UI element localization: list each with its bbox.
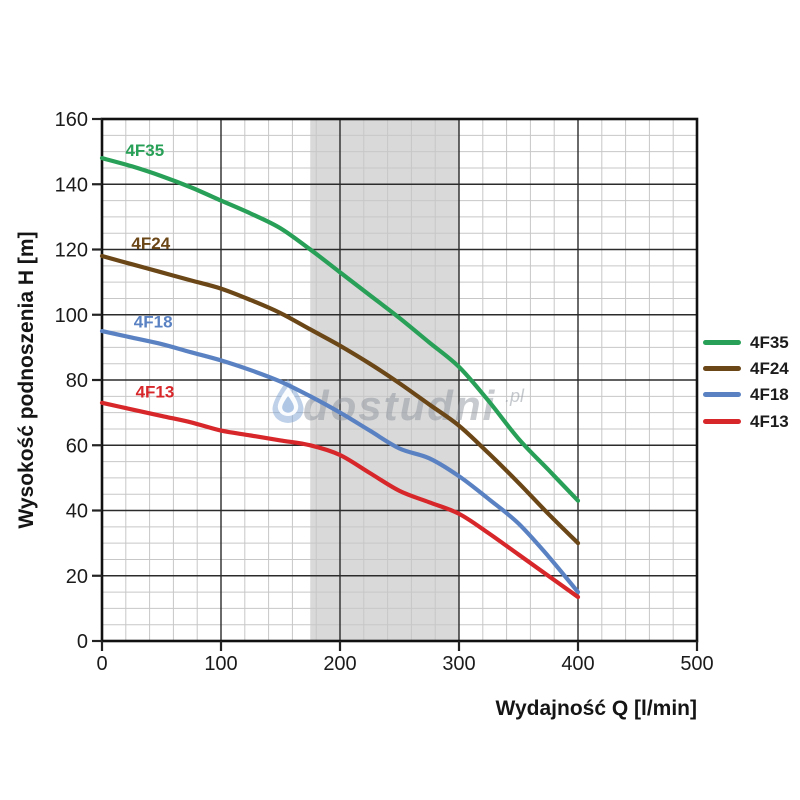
y-tick-label: 140 [55, 174, 88, 196]
legend-item-4F24: 4F24 [703, 355, 789, 381]
legend-line-swatch [703, 365, 741, 371]
x-tick-label: 0 [96, 653, 107, 675]
y-axis-title: Wysokość podnoszenia H [m] [15, 231, 38, 529]
y-tick-label: 20 [66, 566, 88, 588]
x-tick-label: 100 [204, 653, 237, 675]
curve-4F24 [99, 253, 581, 546]
legend-item-4F35: 4F35 [703, 329, 789, 355]
watermark-suffix: .pl [505, 386, 525, 406]
legend-label: 4F35 [750, 332, 789, 352]
y-tick-label: 80 [66, 370, 88, 392]
grid-layer [101, 118, 698, 642]
y-tick-label: 160 [55, 109, 88, 131]
curve-label-4F18: 4F18 [134, 312, 173, 331]
legend-line-swatch [703, 418, 741, 424]
axis-layer: 0 100 200 300 400 500 0 20 40 60 80 100 120 140 160 [55, 109, 714, 675]
legend: 4F35 4F24 4F18 4F13 [703, 329, 789, 434]
legend-line-swatch [703, 339, 741, 345]
curve-label-4F24: 4F24 [131, 234, 170, 253]
x-tick-label: 500 [680, 653, 713, 675]
x-tick-label: 400 [561, 653, 594, 675]
x-axis-title: Wydajność Q [l/min] [495, 697, 697, 720]
curve-label-4F13: 4F13 [136, 382, 175, 401]
y-tick-label: 40 [66, 501, 88, 523]
watermark-text: dostudni [303, 382, 496, 429]
curve-label-4F35: 4F35 [125, 141, 164, 160]
legend-label: 4F13 [750, 411, 789, 431]
legend-line-swatch [703, 392, 741, 398]
legend-label: 4F24 [750, 358, 789, 378]
curve-4F35 [99, 156, 581, 503]
y-tick-label: 100 [55, 305, 88, 327]
watermark: dostudni .pl [272, 379, 525, 429]
y-tick-label: 60 [66, 435, 88, 457]
legend-item-4F13: 4F13 [703, 408, 789, 434]
y-tick-label: 120 [55, 240, 88, 262]
water-drop-icon [272, 379, 304, 423]
curve-4F18 [99, 329, 581, 595]
series-layer [99, 156, 581, 600]
x-tick-label: 300 [442, 653, 475, 675]
legend-label: 4F18 [750, 385, 789, 405]
y-tick-label: 0 [77, 631, 88, 653]
curve-4F13 [99, 400, 581, 600]
legend-item-4F18: 4F18 [703, 382, 789, 408]
x-tick-label: 200 [323, 653, 356, 675]
curve-labels-layer: 4F35 4F24 4F18 4F13 [125, 141, 174, 401]
